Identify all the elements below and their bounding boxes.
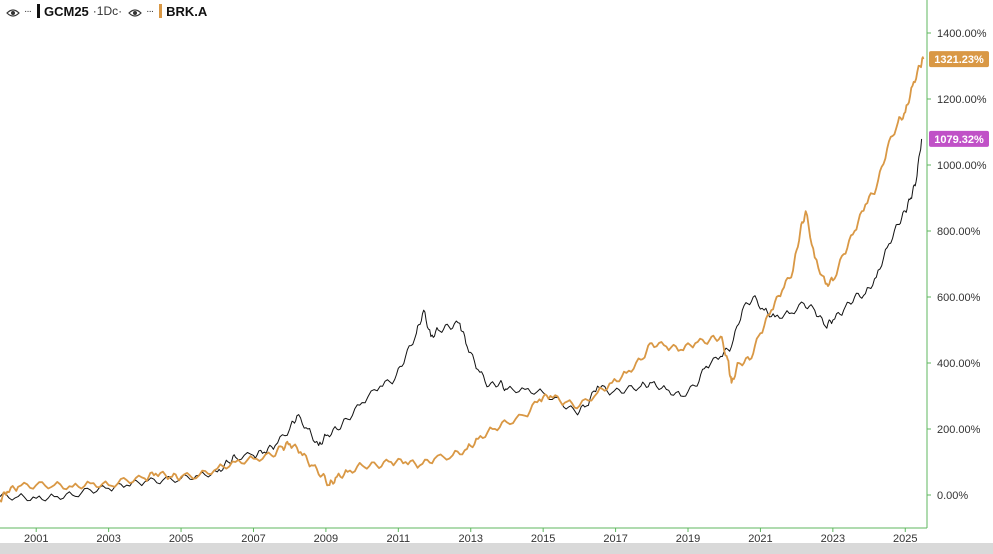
y-tick-label: 1000.00% (937, 160, 987, 172)
legend-item-brka[interactable]: ··· BRK.A (128, 4, 207, 19)
last-value-label: 1321.23% (934, 54, 984, 66)
x-tick-label: 2025 (893, 533, 917, 545)
y-tick-label: 1400.00% (937, 28, 987, 40)
eye-icon[interactable] (6, 6, 20, 17)
y-tick-label: 600.00% (937, 292, 981, 304)
x-tick-label: 2017 (603, 533, 627, 545)
more-options-icon[interactable]: ··· (146, 5, 154, 17)
last-value-badge (929, 130, 989, 147)
x-tick-label: 2003 (96, 533, 120, 545)
x-axis: 2001 2003 2005 2007 2009 2011 2013 2015 2017 2019… (24, 528, 918, 545)
more-options-icon[interactable]: ··· (24, 5, 32, 17)
x-tick-label: 2005 (169, 533, 193, 545)
y-tick-label: 800.00% (937, 226, 981, 238)
y-axis: 1400.00% 1200.00% 1000.00% 800.00% 600.00% 40… (927, 28, 987, 502)
bottom-scrollbar[interactable] (0, 543, 993, 554)
series-symbol: GCM25 (44, 3, 89, 19)
x-tick-label: 2019 (676, 533, 700, 545)
series-color-swatch (159, 4, 163, 18)
y-tick-label: 0.00% (937, 490, 968, 502)
legend-item-gcm25[interactable]: ··· GCM25 ·1Dc· (6, 4, 122, 19)
series-layer (0, 56, 925, 503)
chart-legend: ··· GCM25 ·1Dc· ··· BRK.A (6, 2, 207, 20)
last-value-labels: 1079.32% 1321.23% (929, 51, 989, 147)
x-tick-label: 2009 (314, 533, 338, 545)
y-tick-label: 400.00% (937, 358, 981, 370)
x-tick-label: 2011 (386, 533, 410, 545)
series-line-gcm25[interactable] (0, 138, 923, 502)
x-tick-label: 2013 (459, 533, 483, 545)
eye-icon[interactable] (128, 6, 142, 17)
series-color-swatch (37, 4, 40, 18)
y-tick-label: 1200.00% (937, 94, 987, 106)
x-tick-label: 2007 (241, 533, 265, 545)
x-tick-label: 2023 (821, 533, 845, 545)
x-tick-label: 2015 (531, 533, 555, 545)
y-tick-label: 200.00% (937, 424, 981, 436)
last-value-label: 1079.32% (934, 134, 984, 146)
x-tick-label: 2001 (24, 533, 48, 545)
series-line-brk-a[interactable] (0, 56, 925, 503)
last-value-badge (929, 51, 989, 68)
series-interval: ·1Dc· (92, 4, 123, 18)
x-tick-label: 2021 (748, 533, 772, 545)
series-symbol: BRK.A (166, 3, 208, 19)
